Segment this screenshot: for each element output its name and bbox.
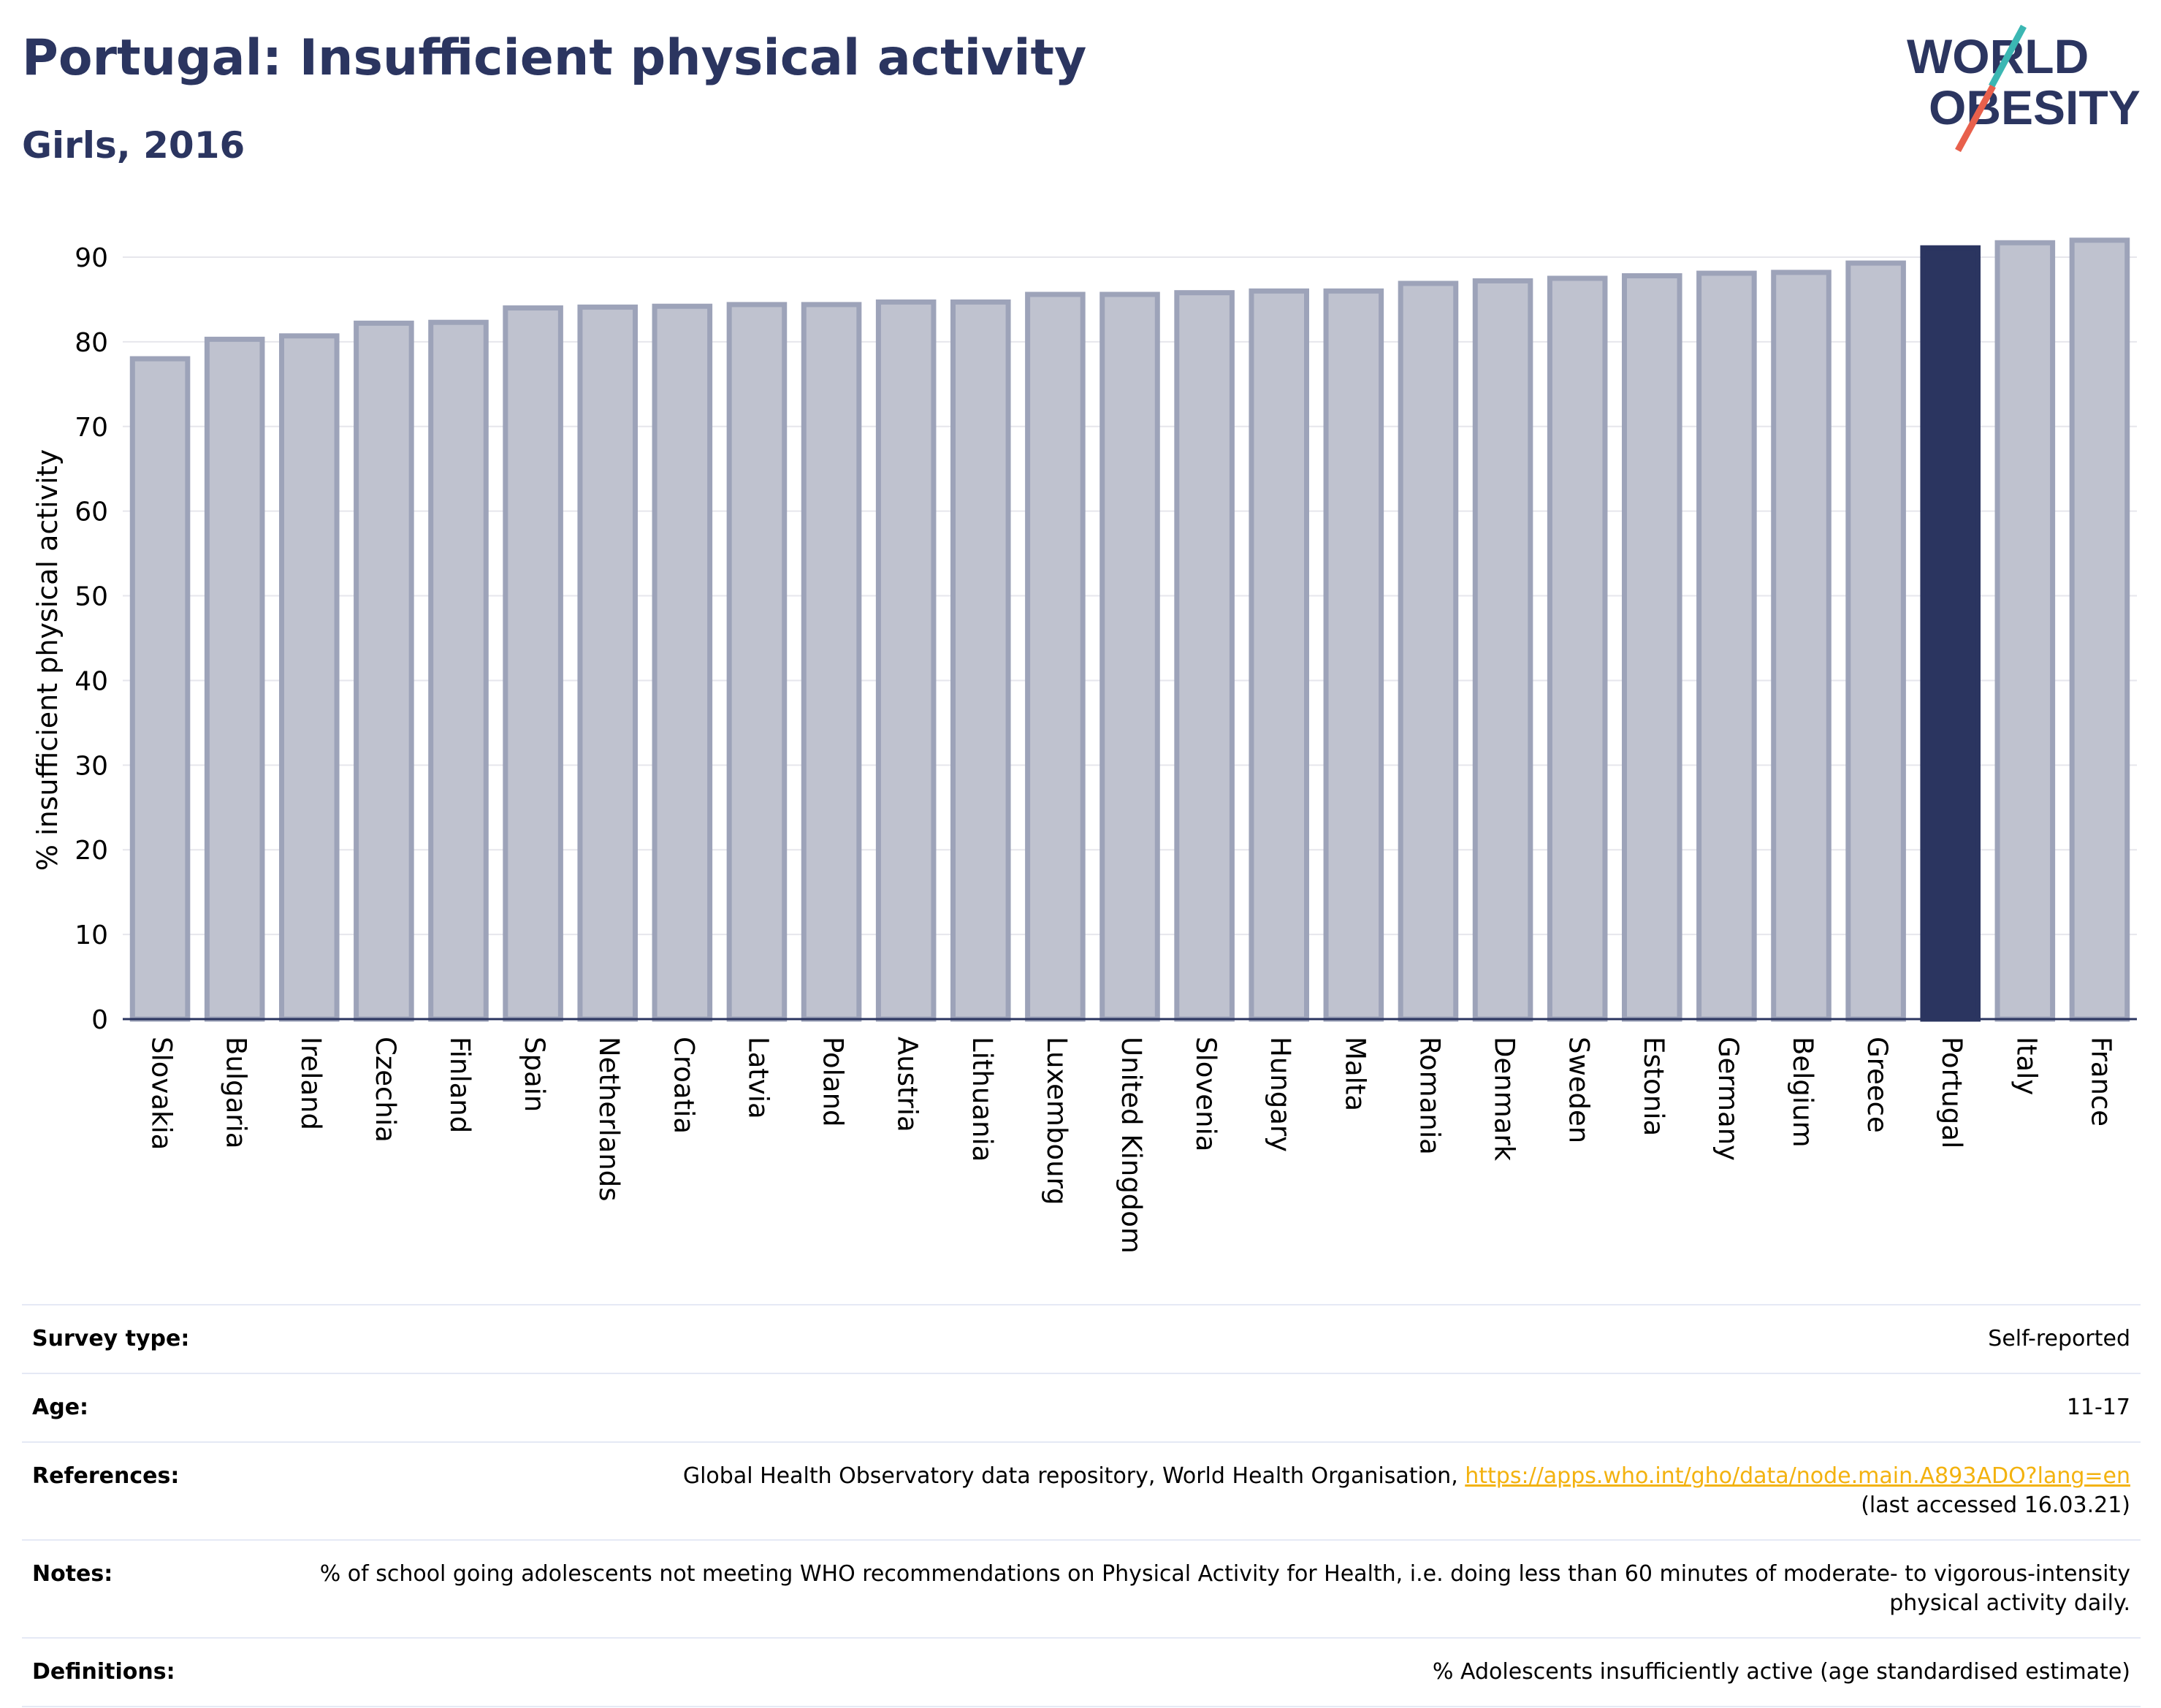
definitions-label: Definitions:: [32, 1659, 175, 1685]
x-tick-label: United Kingdom: [1116, 1037, 1147, 1254]
references-text: Global Health Observatory data repositor…: [682, 1463, 1466, 1489]
x-tick-label: Greece: [1861, 1037, 1893, 1133]
bar-latvia[interactable]: [726, 302, 788, 1022]
bar-belgium[interactable]: [1771, 270, 1832, 1022]
y-tick-label: 90: [75, 243, 108, 273]
x-tick-label: Latvia: [742, 1037, 774, 1119]
x-tick-label: Slovakia: [146, 1037, 178, 1150]
bar-luxembourg[interactable]: [1025, 291, 1086, 1022]
bar-chart: 0 10 20 30 40 50 60 70 80 90 Slovakia Bulgaria Irel…: [31, 237, 2137, 1254]
bar-united-kingdom[interactable]: [1099, 291, 1160, 1022]
notes-value: % of school going adolescents not meetin…: [319, 1561, 2130, 1616]
notes-label: Notes:: [32, 1561, 113, 1587]
bar-malta[interactable]: [1323, 288, 1384, 1022]
x-tick-label: France: [2085, 1037, 2116, 1126]
x-tick-label: Netherlands: [593, 1037, 625, 1202]
bar-france[interactable]: [2069, 237, 2130, 1022]
y-tick-label: 50: [75, 582, 108, 612]
bar-denmark[interactable]: [1472, 278, 1533, 1022]
bar-slovenia[interactable]: [1174, 290, 1235, 1022]
references-link[interactable]: https://apps.who.int/gho/data/node.main.…: [1465, 1463, 2130, 1489]
bar-czechia[interactable]: [354, 320, 414, 1022]
logo-line2: OBESITY: [1929, 80, 2141, 134]
x-tick-label: Bulgaria: [221, 1037, 252, 1148]
x-tick-label: Germany: [1712, 1037, 1744, 1161]
x-tick-label: Czechia: [370, 1037, 401, 1143]
chart-title: Portugal: Insufficient physical activity: [22, 29, 1087, 87]
bar-croatia[interactable]: [652, 303, 713, 1022]
logo-slash-teal: [1989, 24, 2027, 88]
x-tick-label: Italy: [2011, 1037, 2042, 1095]
y-tick-label: 60: [75, 497, 108, 527]
x-tick-label: Malta: [1339, 1037, 1371, 1111]
survey-type-row: Survey type: Self-reported: [22, 1305, 2141, 1373]
references-row: References: Global Health Observatory da…: [22, 1442, 2141, 1540]
x-tick-label: Estonia: [1638, 1037, 1669, 1136]
logo-slash-red: [1955, 84, 1996, 153]
age-label: Age:: [32, 1395, 89, 1420]
bar-slovakia[interactable]: [129, 356, 191, 1022]
y-tick-label: 80: [75, 328, 108, 358]
x-tick-labels: Slovakia Bulgaria Ireland Czechia Finland Spa…: [146, 1037, 2117, 1254]
references-accessed: (last accessed 16.03.21): [1861, 1492, 2130, 1518]
x-tick-label: Belgium: [1787, 1037, 1818, 1148]
x-tick-label: Spain: [519, 1037, 550, 1112]
y-tick-label: 10: [75, 920, 108, 950]
y-tick-labels: 0 10 20 30 40 50 60 70 80 90: [75, 243, 108, 1035]
bar-austria[interactable]: [875, 299, 937, 1022]
bar-hungary[interactable]: [1249, 288, 1310, 1022]
bar-greece[interactable]: [1845, 260, 1906, 1022]
world-obesity-logo: WORLD OBESITY: [1907, 24, 2141, 153]
x-tick-label: Croatia: [668, 1037, 699, 1134]
bar-germany[interactable]: [1696, 270, 1757, 1022]
bar-estonia[interactable]: [1621, 272, 1682, 1022]
x-tick-label: Luxembourg: [1041, 1037, 1072, 1205]
survey-type-value: Self-reported: [1988, 1326, 2130, 1351]
notes-row: Notes: % of school going adolescents not…: [22, 1540, 2141, 1638]
x-tick-label: Romania: [1414, 1037, 1445, 1155]
bar-netherlands[interactable]: [577, 304, 639, 1022]
x-tick-label: Poland: [817, 1037, 849, 1127]
bar-italy[interactable]: [1994, 240, 2056, 1022]
bars: [129, 237, 2130, 1022]
info-table: Survey type: Self-reported Age: 11-17 Re…: [22, 1304, 2141, 1707]
bar-bulgaria[interactable]: [204, 336, 265, 1022]
y-tick-label: 70: [75, 413, 108, 443]
definitions-row: Definitions: % Adolescents insufficientl…: [22, 1638, 2141, 1707]
x-tick-label: Lithuania: [967, 1037, 998, 1162]
bar-spain[interactable]: [503, 305, 563, 1022]
y-tick-label: 20: [75, 836, 108, 866]
x-tick-label: Slovenia: [1190, 1037, 1221, 1151]
references-value: Global Health Observatory data repositor…: [262, 1442, 2141, 1540]
x-tick-label: Austria: [892, 1037, 923, 1132]
x-tick-label: Sweden: [1563, 1037, 1595, 1143]
x-tick-label: Hungary: [1265, 1037, 1296, 1152]
bar-lithuania[interactable]: [950, 299, 1011, 1022]
age-value: 11-17: [2066, 1395, 2130, 1420]
bar-ireland[interactable]: [278, 333, 340, 1022]
bar-sweden[interactable]: [1547, 275, 1608, 1022]
chart-subtitle: Girls, 2016: [22, 124, 245, 167]
survey-type-label: Survey type:: [32, 1326, 190, 1351]
age-row: Age: 11-17: [22, 1373, 2141, 1442]
y-tick-label: 30: [75, 751, 108, 781]
y-tick-label: 0: [91, 1005, 108, 1035]
bar-finland[interactable]: [428, 319, 489, 1022]
y-tick-label: 40: [75, 666, 108, 696]
bar-poland[interactable]: [801, 302, 862, 1022]
x-tick-label: Denmark: [1489, 1037, 1520, 1162]
references-label: References:: [32, 1463, 180, 1489]
bar-portugal[interactable]: [1920, 245, 1981, 1022]
x-tick-label: Portugal: [1936, 1037, 1967, 1148]
bar-romania[interactable]: [1398, 281, 1459, 1022]
x-tick-label: Ireland: [295, 1037, 327, 1130]
x-tick-label: Finland: [444, 1037, 476, 1133]
definitions-value: % Adolescents insufficiently active (age…: [1432, 1659, 2130, 1685]
y-axis-label: % insufficient physical activity: [31, 449, 64, 871]
